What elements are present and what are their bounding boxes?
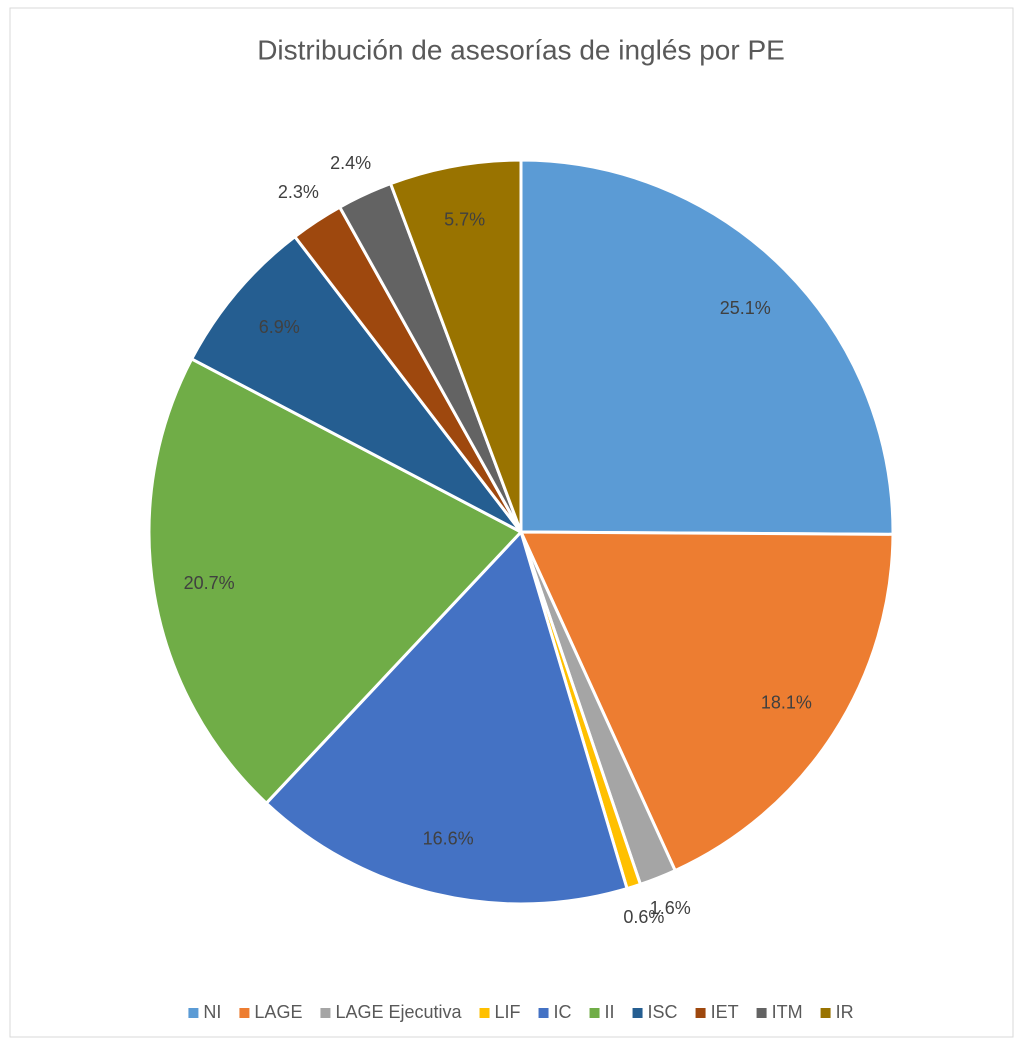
legend-label: IET (711, 1002, 739, 1022)
chart-title: Distribución de asesorías de inglés por … (257, 34, 785, 65)
legend-swatch (479, 1008, 490, 1018)
legend-swatch (538, 1008, 549, 1018)
legend-label: IR (836, 1002, 854, 1022)
legend-label: LIF (495, 1002, 521, 1022)
data-label: 18.1% (761, 693, 812, 713)
data-label: 16.6% (423, 828, 474, 848)
data-label: 5.7% (444, 210, 485, 230)
data-label: 2.4% (330, 153, 371, 173)
data-label: 6.9% (259, 317, 300, 337)
legend-label: II (605, 1002, 615, 1022)
pie-slice (519, 158, 895, 536)
legend-swatch (632, 1008, 643, 1018)
legend-swatch (239, 1008, 250, 1018)
pie-slice (388, 158, 523, 533)
data-label: 1.6% (650, 898, 691, 918)
legend-swatch (320, 1008, 331, 1018)
legend-swatch (820, 1008, 831, 1018)
data-label: 0.6% (623, 907, 664, 927)
legend-label: LAGE (254, 1002, 302, 1022)
legend-swatch (695, 1008, 706, 1018)
pie-slice (189, 234, 523, 534)
data-label: 20.7% (184, 573, 235, 593)
legend-label: IC (554, 1002, 572, 1022)
legend-swatch (188, 1008, 199, 1018)
data-label: 25.1% (720, 298, 771, 318)
pie-slice (147, 356, 524, 806)
legend-label: ISC (648, 1002, 678, 1022)
pie-slice (518, 530, 895, 873)
legend-label: NI (203, 1002, 221, 1022)
pie-slice (264, 529, 629, 906)
legend-swatch (589, 1008, 600, 1018)
legend-label: ITM (772, 1002, 803, 1022)
data-label: 2.3% (278, 182, 319, 202)
legend-swatch (756, 1008, 767, 1018)
legend-label: LAGE Ejecutiva (335, 1002, 462, 1022)
